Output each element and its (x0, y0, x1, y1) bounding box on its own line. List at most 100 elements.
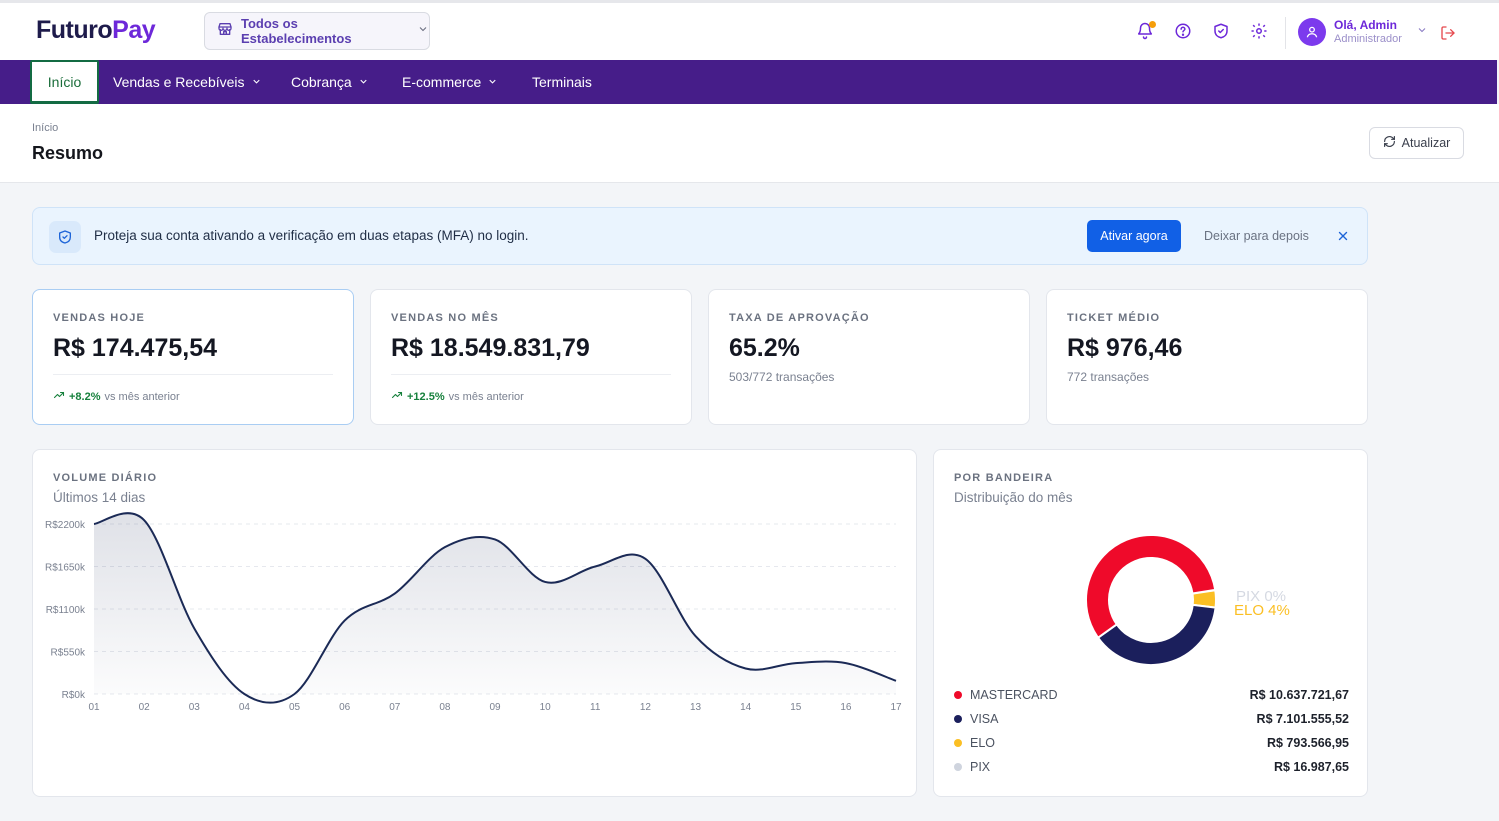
legend-amount: R$ 16.987,65 (1273, 760, 1349, 774)
pie-label-pix: PIX 0% (1236, 588, 1287, 605)
nav-item-cobranca[interactable]: Cobrança (291, 60, 369, 104)
kpi-value: R$ 18.549.831,79 (391, 334, 590, 362)
chevron-down-icon (417, 22, 429, 40)
nav-item-label: Cobrança (291, 74, 352, 90)
x-tick-label: 05 (289, 702, 301, 713)
legend-swatch (954, 715, 962, 723)
logout-icon[interactable] (1440, 25, 1456, 46)
x-tick-label: 01 (88, 702, 100, 713)
x-tick-label: 16 (840, 702, 852, 713)
establishment-label: Todos os Estabelecimentos (241, 16, 352, 46)
refresh-button[interactable]: Atualizar (1369, 127, 1464, 159)
x-tick-label: 10 (540, 702, 552, 713)
legend-swatch (954, 739, 962, 747)
y-tick-label: R$1650k (45, 563, 86, 574)
kpi-divider (53, 374, 333, 375)
legend-amount: R$ 10.637.721,67 (1249, 688, 1349, 702)
nav-item-ecommerce[interactable]: E-commerce (402, 60, 498, 104)
brand-logo[interactable]: FuturoPay (36, 16, 156, 45)
store-icon (217, 21, 233, 42)
brand-name-part2: Pay (112, 16, 156, 44)
nav-item-label: Terminais (532, 74, 592, 90)
x-tick-label: 17 (890, 702, 902, 713)
nav-item-label: E-commerce (402, 74, 482, 90)
legend-amount: R$ 793.566,95 (1266, 736, 1349, 750)
establishment-selector[interactable]: Todos os Estabelecimentos (204, 12, 430, 50)
panel-subtitle: Distribuição do mês (954, 490, 1073, 505)
gear-icon[interactable] (1250, 22, 1270, 42)
kpi-value: 65.2% (729, 334, 800, 362)
legend-row-visa: VISA R$ 7.101.555,52 (954, 707, 1349, 731)
kpi-trend-value: +8.2% (69, 390, 101, 403)
mfa-alert: Proteja sua conta ativando a verificação… (32, 207, 1368, 265)
kpi-value: R$ 976,46 (1067, 334, 1183, 362)
kpi-trend-note: vs mês anterior (104, 390, 180, 403)
y-tick-label: R$550k (51, 648, 86, 659)
trend-up-icon (391, 389, 403, 404)
dismiss-later-link[interactable]: Deixar para depois (1204, 229, 1309, 243)
series-line (93, 512, 897, 704)
nav-item-terminais[interactable]: Terminais (532, 60, 592, 104)
x-tick-label: 06 (339, 702, 351, 713)
refresh-icon (1383, 135, 1396, 151)
kpi-value: R$ 174.475,54 (53, 334, 218, 362)
x-tick-label: 14 (740, 702, 752, 713)
legend-row-elo: ELO R$ 793.566,95 (954, 731, 1349, 755)
x-tick-label: 15 (790, 702, 802, 713)
x-tick-label: 08 (439, 702, 451, 713)
alert-message: Proteja sua conta ativando a verificação… (94, 228, 529, 243)
nav-item-vendas[interactable]: Vendas e Recebíveis (113, 60, 262, 104)
shield-icon (49, 221, 81, 253)
legend-swatch (954, 763, 962, 771)
brand-distribution-panel: POR BANDEIRA Distribuição do mês PIX 0% … (933, 449, 1368, 797)
chevron-down-icon (1416, 23, 1428, 41)
y-tick-label: R$2200k (45, 520, 86, 531)
y-tick-label: R$0k (62, 690, 86, 701)
main-nav: Início Vendas e Recebíveis Cobrança E-co… (0, 60, 1497, 104)
bell-icon[interactable] (1136, 21, 1156, 42)
notification-dot (1149, 21, 1156, 28)
chevron-down-icon (251, 74, 262, 90)
header-divider (1285, 17, 1286, 49)
y-tick-label: R$1100k (46, 605, 86, 616)
help-icon[interactable] (1174, 22, 1194, 42)
nav-item-label: Início (47, 73, 82, 90)
legend-name: MASTERCARD (970, 688, 1058, 702)
kpi-card-sales-month[interactable]: VENDAS NO MÊS R$ 18.549.831,79 +12.5% vs… (370, 289, 692, 425)
legend-swatch (954, 691, 962, 699)
kpi-card-approval-rate[interactable]: TAXA DE APROVAÇÃO 65.2% 503/772 transaçõ… (708, 289, 1030, 425)
area-fill (94, 513, 896, 703)
brand-name-part1: Futuro (36, 16, 113, 44)
user-role: Administrador (1334, 32, 1402, 45)
panel-subtitle: Últimos 14 dias (53, 490, 146, 505)
legend-row-pix: PIX R$ 16.987,65 (954, 755, 1349, 779)
nav-item-inicio[interactable]: Início (30, 60, 99, 104)
brand-donut-chart (1085, 534, 1217, 666)
kpi-divider (391, 374, 671, 375)
user-menu[interactable]: Olá, Admin Administrador (1298, 18, 1428, 46)
x-tick-label: 12 (640, 702, 652, 713)
daily-volume-panel: VOLUME DIÁRIO Últimos 14 dias R$0k R$550k… (32, 449, 917, 797)
legend-row-mastercard: MASTERCARD R$ 10.637.721,67 (954, 683, 1349, 707)
activate-mfa-button[interactable]: Ativar agora (1087, 220, 1181, 252)
kpi-label: VENDAS NO MÊS (391, 312, 499, 324)
breadcrumb[interactable]: Início (32, 122, 59, 134)
donut-slice-visa[interactable] (1096, 603, 1217, 666)
kpi-card-sales-today[interactable]: VENDAS HOJE R$ 174.475,54 +8.2% vs mês a… (32, 289, 354, 425)
x-tick-label: 03 (189, 702, 201, 713)
x-tick-label: 07 (389, 702, 401, 713)
legend-name: PIX (970, 760, 991, 774)
avatar (1298, 18, 1326, 46)
top-header: FuturoPay Todos os Estabelecimentos (0, 0, 1499, 60)
kpi-label: VENDAS HOJE (53, 312, 146, 324)
pie-label-elo: ELO 4% (1234, 602, 1290, 619)
kpi-card-average-ticket[interactable]: TICKET MÉDIO R$ 976,46 772 transações (1046, 289, 1368, 425)
donut-slice-mastercard[interactable] (1085, 534, 1217, 640)
legend-name: ELO (970, 736, 996, 750)
legend-amount: R$ 7.101.555,52 (1256, 712, 1349, 726)
kpi-trend-value: +12.5% (407, 390, 445, 403)
close-icon[interactable] (1336, 229, 1350, 248)
refresh-label: Atualizar (1401, 136, 1451, 150)
legend-name: VISA (970, 712, 999, 726)
shield-check-icon[interactable] (1212, 22, 1232, 42)
